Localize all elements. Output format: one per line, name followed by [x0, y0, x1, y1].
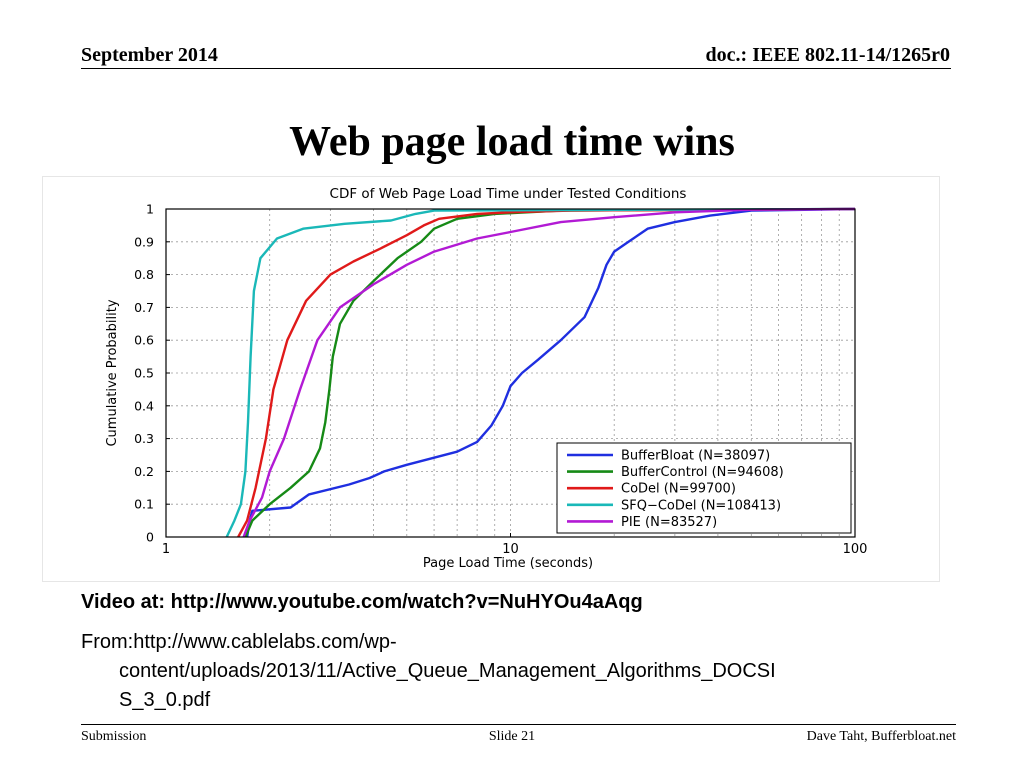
series-line-3 [237, 207, 856, 538]
chart-title: CDF of Web Page Load Time under Tested C… [330, 186, 687, 202]
y-axis-label: Cumulative Probability [105, 299, 120, 446]
y-tick-label: 0.4 [134, 398, 154, 413]
source-line-1: From:http://www.cablelabs.com/wp- [81, 631, 397, 653]
legend-label-4: SFQ−CoDel (N=108413) [621, 498, 781, 513]
source-line-2: content/uploads/2013/11/Active_Queue_Man… [119, 660, 776, 682]
y-tick-label: 0.3 [134, 431, 154, 446]
header-date: September 2014 [81, 44, 218, 66]
series-line-5 [242, 207, 856, 538]
y-tick-label: 0.1 [134, 497, 154, 512]
legend-label-1: BufferBloat (N=38097) [621, 449, 770, 464]
footer-divider [81, 724, 956, 725]
video-link-text: Video at: http://www.youtube.com/watch?v… [81, 591, 643, 613]
x-axis-label: Page Load Time (seconds) [423, 556, 593, 571]
tick-labels: 1 10 100 0 0.1 0.2 0.3 0.4 0.5 0.6 0.7 0.8 0.9 1 [134, 202, 867, 558]
x-tick-label: 100 [843, 542, 868, 557]
cdf-chart: CDF of Web Page Load Time under Tested C… [105, 186, 867, 571]
series-line-4 [225, 207, 856, 538]
slide-title: Web page load time wins [289, 119, 735, 165]
header-divider [81, 68, 951, 69]
legend: BufferBloat (N=38097)BufferControl (N=94… [556, 442, 852, 534]
footer-author: Dave Taht, Bufferbloat.net [806, 729, 956, 744]
y-tick-label: 0.6 [134, 333, 154, 348]
chart-figure: CDF of Web Page Load Time under Tested C… [42, 176, 940, 582]
series-line-2 [244, 207, 856, 538]
legend-label-5: PIE (N=83527) [621, 515, 717, 530]
y-tick-label: 0.7 [134, 300, 154, 315]
source-line-3: S_3_0.pdf [119, 689, 211, 711]
x-tick-label: 10 [502, 542, 519, 557]
x-tick-label: 1 [162, 542, 170, 557]
y-tick-label: 0.2 [134, 464, 154, 479]
series-layer [225, 207, 856, 538]
y-tick-label: 0 [146, 530, 154, 545]
header-doc-id: doc.: IEEE 802.11-14/1265r0 [705, 44, 950, 66]
series-line-1 [245, 207, 856, 538]
footer-submission: Submission [81, 729, 147, 744]
source-reference: From:http://www.cablelabs.com/wp- conten… [81, 628, 961, 715]
legend-label-3: CoDel (N=99700) [621, 482, 736, 497]
y-tick-label: 1 [146, 202, 154, 217]
legend-label-2: BufferControl (N=94608) [621, 465, 784, 480]
y-tick-label: 0.5 [134, 366, 154, 381]
y-tick-label: 0.8 [134, 267, 154, 282]
y-tick-label: 0.9 [134, 234, 154, 249]
footer-slide-number: Slide 21 [488, 729, 536, 744]
